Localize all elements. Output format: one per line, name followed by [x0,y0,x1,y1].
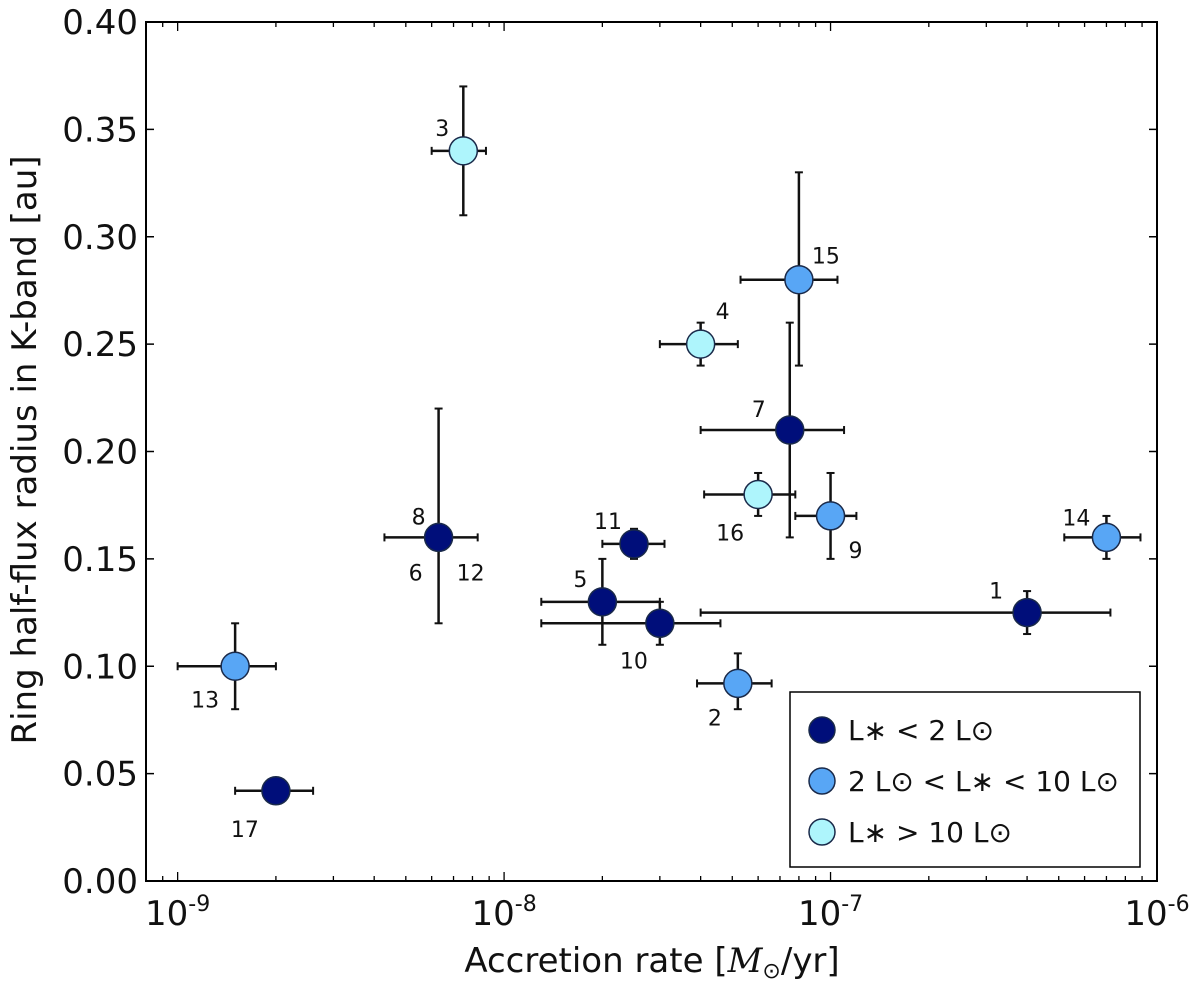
legend-label: L∗ > 10 L⊙ [848,816,1012,849]
data-point [784,264,814,295]
y-axis-title: Ring half-flux radius in K-band [au] [5,155,45,744]
x-tick-base: 10 [1124,894,1167,934]
point-label: 17 [231,818,259,843]
data-point [743,479,773,510]
data-point [775,415,805,445]
data-point [723,668,753,699]
x-tick-label: 10-8 [471,892,536,934]
data-point [619,529,649,559]
y-tick-label: 0.30 [62,218,138,258]
point-label: 14 [1062,506,1090,531]
error-bars [176,85,1142,795]
data-point [587,587,618,617]
point-label: 3 [435,117,449,142]
legend-box [789,691,1141,868]
x-tick-label: 10-6 [1124,892,1189,934]
data-point [1012,597,1042,628]
point-label: 4 [716,300,730,325]
y-tick-label: 0.10 [62,647,138,687]
x-axis-title-prefix: Accretion rate [ [464,941,727,981]
y-tick-label: 0.00 [62,862,138,902]
point-label: 1 [989,580,1003,605]
x-axis-title: Accretion rate [M⊙/yr] [464,941,839,984]
x-axis-title-math-sub: ⊙ [762,959,780,984]
point-label: 7 [752,398,766,423]
data-point [423,522,454,553]
legend-label: 2 L⊙ < L∗ < 10 L⊙ [848,765,1119,798]
x-tick-base: 10 [145,894,188,934]
point-label: 13 [191,688,219,713]
data-point [815,501,846,531]
y-axis: 0.00 0.05 0.10 0.15 0.20 0.25 0.30 0.35 0.40 [62,3,1157,902]
y-tick-label: 0.20 [62,433,138,473]
x-tick-exponent: -9 [188,892,210,917]
data-point [220,651,250,681]
y-tick-label: 0.35 [62,110,138,150]
point-label: 9 [849,539,863,564]
point-label: 12 [457,561,485,586]
x-tick-base: 10 [798,894,841,934]
x-tick-label: 10-9 [145,892,210,934]
x-axis-title-suffix: /yr] [781,941,840,981]
data-points [220,136,1122,806]
x-tick-exponent: -8 [515,892,537,917]
point-label: 5 [573,568,587,593]
point-label: 6 [409,561,423,586]
data-point [685,329,716,359]
x-axis-title-math: M [727,941,764,981]
y-tick-label: 0.15 [62,540,138,580]
data-point [645,608,675,639]
point-label: 15 [812,245,840,270]
x-tick-exponent: -6 [1168,892,1190,917]
data-point [1091,522,1122,553]
x-axis: 10-9 10-8 10-7 10-6 [145,22,1190,934]
data-point [448,136,479,166]
y-tick-label: 0.40 [62,3,138,43]
legend-label: L∗ < 2 L⊙ [848,714,994,747]
legend-marker [808,767,836,795]
x-tick-exponent: -7 [841,892,863,917]
point-label: 11 [594,510,622,535]
legend-marker [808,818,836,846]
legend-marker [808,716,836,744]
point-label: 8 [412,505,426,530]
point-label: 2 [708,706,722,731]
y-tick-label: 0.05 [62,755,138,795]
point-label: 10 [620,649,648,674]
y-tick-label: 0.25 [62,325,138,365]
point-label: 16 [716,521,744,546]
x-tick-base: 10 [471,894,514,934]
legend: L∗ < 2 L⊙ 2 L⊙ < L∗ < 10 L⊙ L∗ > 10 L⊙ [789,691,1141,868]
data-point [261,776,291,806]
x-tick-label: 10-7 [798,892,863,934]
